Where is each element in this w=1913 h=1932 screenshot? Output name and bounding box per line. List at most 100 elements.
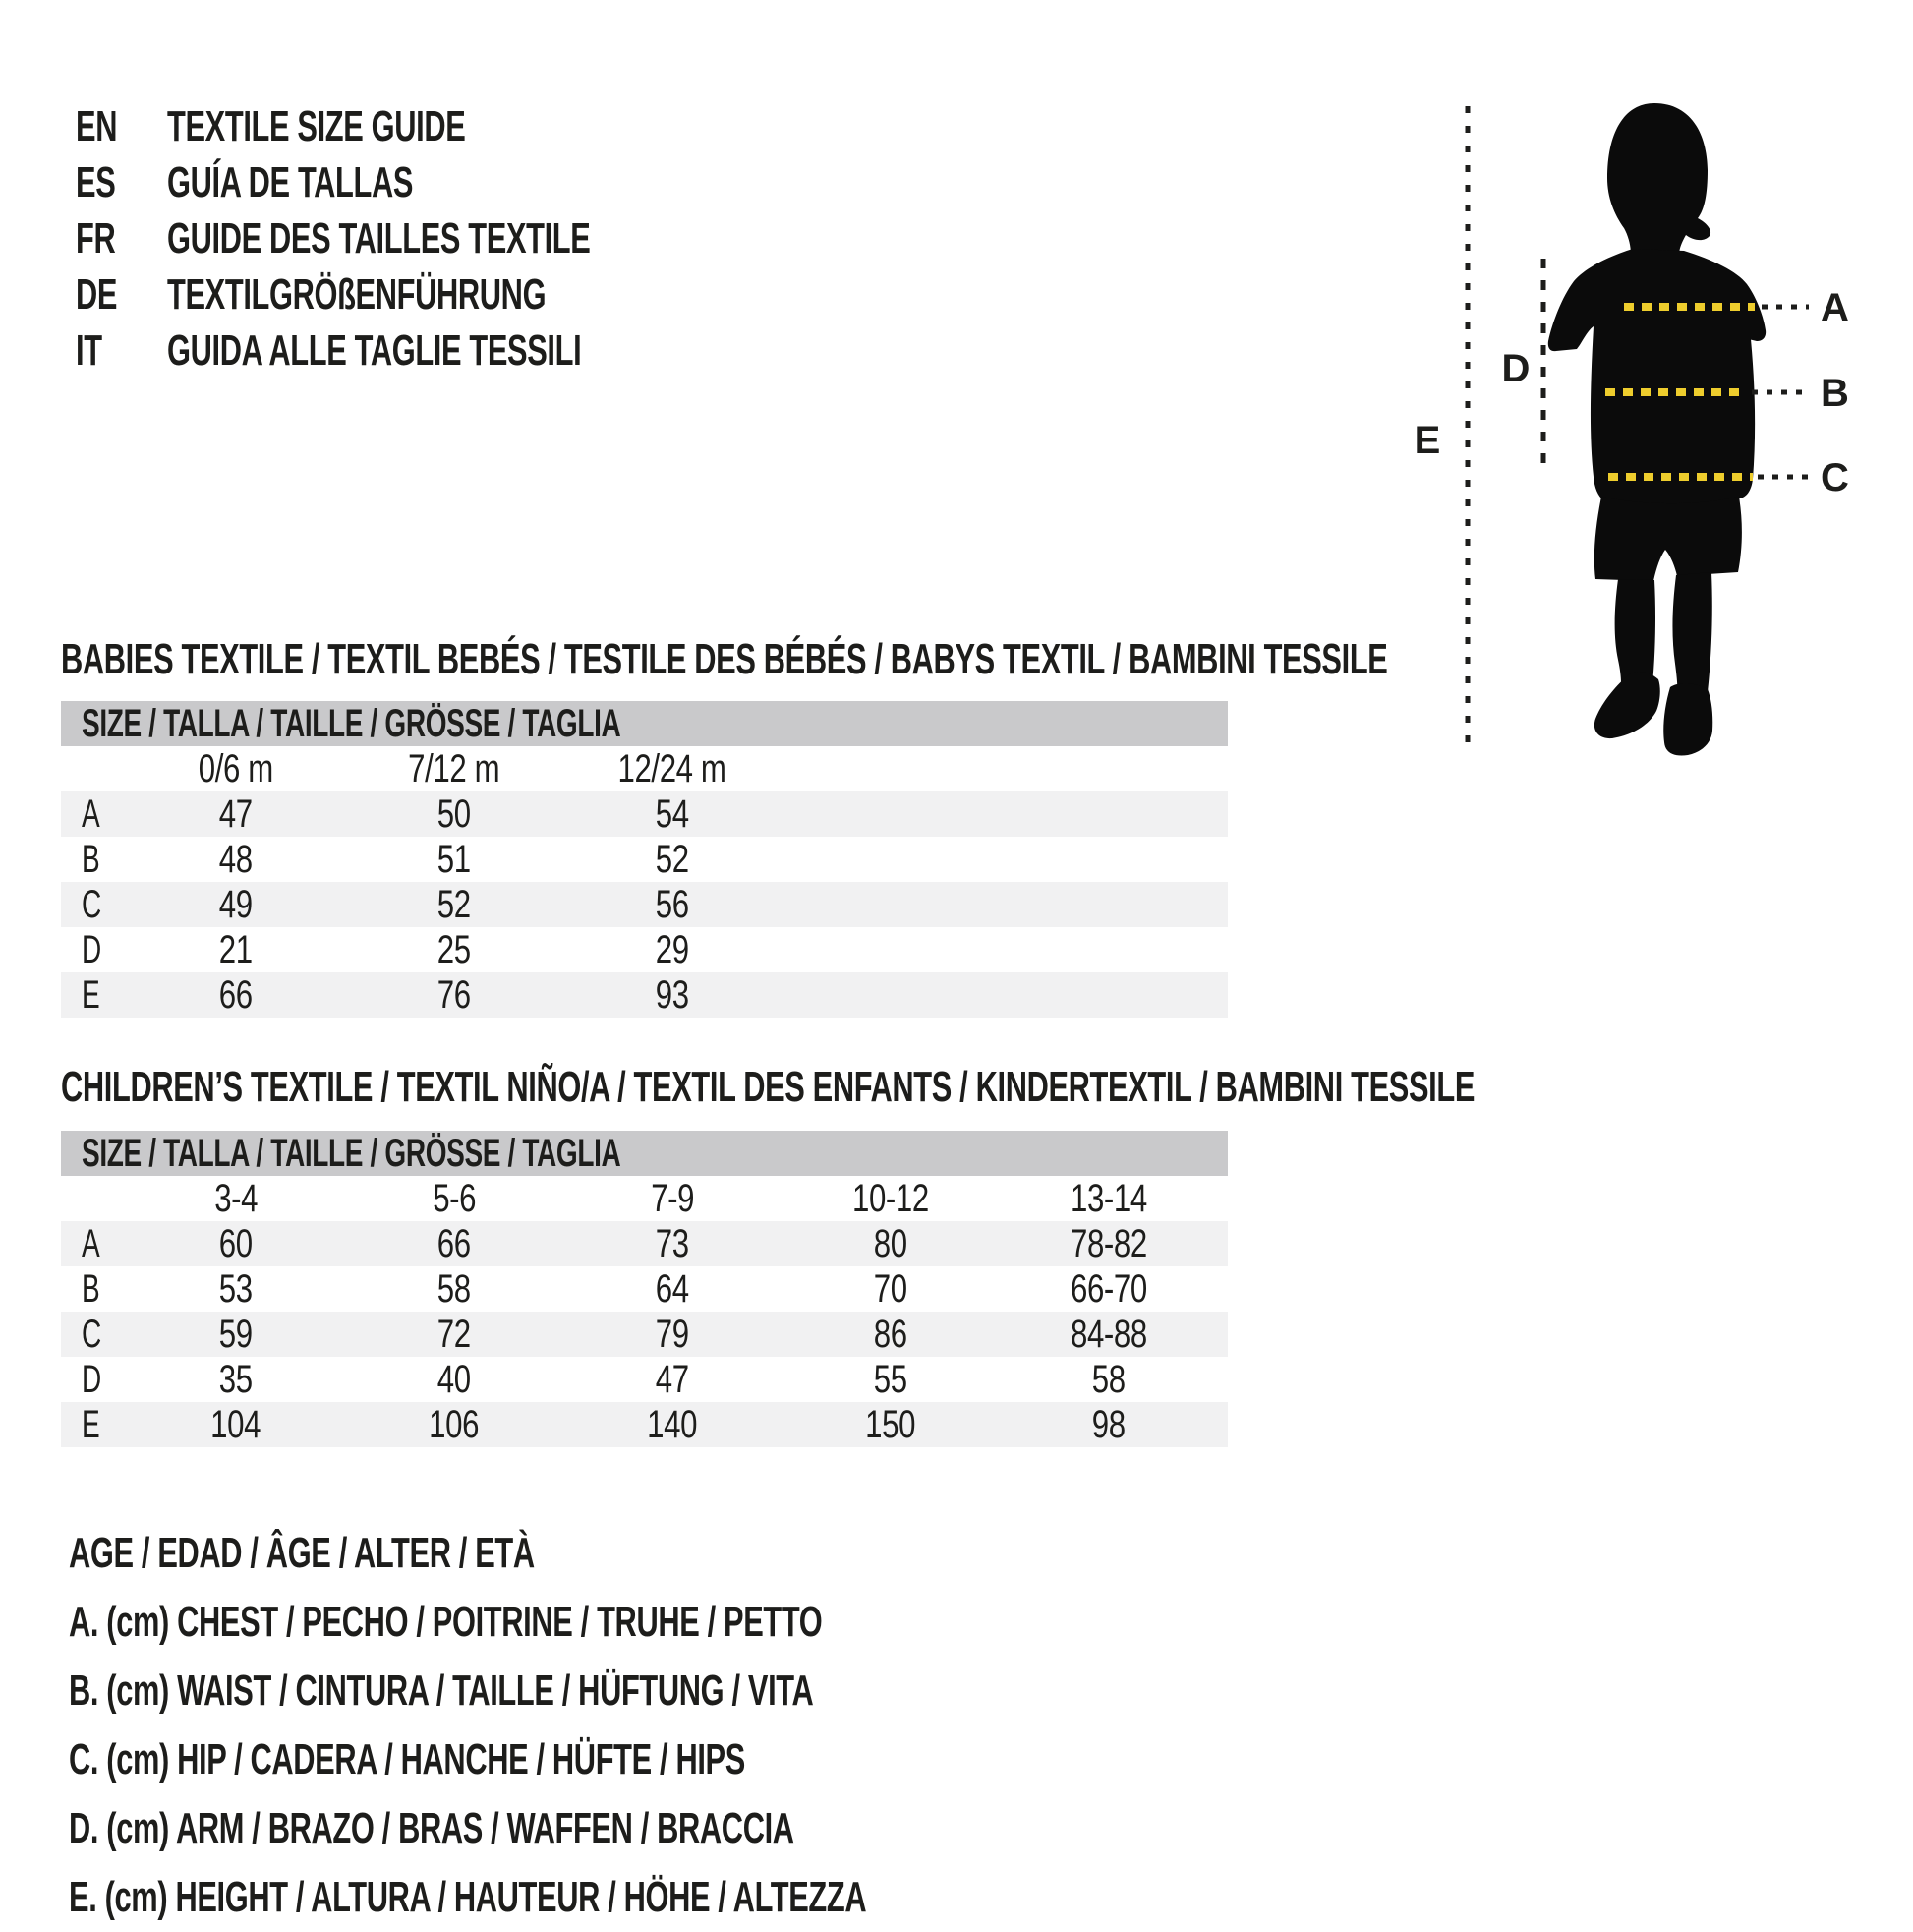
figure-label-e: E xyxy=(1415,419,1441,462)
babies-section-heading: BABIES TEXTILE / TEXTIL BEBÉS / TESTILE … xyxy=(61,635,1388,683)
column-header: 12/24 m xyxy=(617,747,727,790)
table-value: 51 xyxy=(437,838,471,881)
table-value: 35 xyxy=(219,1358,253,1401)
table-value: 104 xyxy=(210,1403,261,1446)
table-value: 25 xyxy=(437,928,471,971)
babies-size-table: 0/6 m 7/12 m 12/24 m A 47 50 54 B 48 51 … xyxy=(61,746,1228,1018)
row-label: D xyxy=(82,928,101,971)
table-value: 73 xyxy=(656,1222,689,1265)
column-header: 7-9 xyxy=(651,1177,694,1220)
language-code: EN xyxy=(76,102,118,150)
table-value: 72 xyxy=(437,1313,471,1356)
table-value: 54 xyxy=(656,792,689,836)
table-value: 55 xyxy=(874,1358,907,1401)
legend-line-chest: A. (cm) CHEST / PECHO / POITRINE / TRUHE… xyxy=(69,1598,823,1646)
table-value: 47 xyxy=(219,792,253,836)
table-row-a: A 60 66 73 80 78-82 xyxy=(61,1221,1228,1266)
table-value: 150 xyxy=(865,1403,916,1446)
language-code: IT xyxy=(76,326,102,375)
table-row-a: A 47 50 54 xyxy=(61,791,1228,837)
language-title-list: EN TEXTILE SIZE GUIDE ES GUÍA DE TALLAS … xyxy=(76,98,772,379)
legend-line-height: E. (cm) HEIGHT / ALTURA / HAUTEUR / HÖHE… xyxy=(69,1873,867,1921)
table-value: 56 xyxy=(656,883,689,926)
row-label: E xyxy=(82,1403,100,1446)
table-value: 58 xyxy=(1092,1358,1126,1401)
table-value: 49 xyxy=(219,883,253,926)
table-row-c: C 59 72 79 86 84-88 xyxy=(61,1312,1228,1357)
table-row-d: D 35 40 47 55 58 xyxy=(61,1357,1228,1402)
row-label: D xyxy=(82,1358,101,1401)
table-row-e: E 104 106 140 150 98 xyxy=(61,1402,1228,1447)
children-size-table: 3-4 5-6 7-9 10-12 13-14 A 60 66 73 80 78… xyxy=(61,1176,1228,1447)
row-label: B xyxy=(82,838,100,881)
language-code: DE xyxy=(76,270,118,319)
table-value: 78-82 xyxy=(1071,1222,1147,1265)
table-value: 58 xyxy=(437,1267,471,1311)
row-label: A xyxy=(82,1222,100,1265)
language-row-it: IT GUIDA ALLE TAGLIE TESSILI xyxy=(76,322,772,379)
table-value: 60 xyxy=(219,1222,253,1265)
figure-label-a: A xyxy=(1821,286,1849,329)
table-value: 140 xyxy=(647,1403,698,1446)
table-value: 80 xyxy=(874,1222,907,1265)
table-value: 86 xyxy=(874,1313,907,1356)
language-row-fr: FR GUIDE DES TAILLES TEXTILE xyxy=(76,210,772,266)
row-label: B xyxy=(82,1267,100,1311)
table-value: 106 xyxy=(429,1403,480,1446)
table-value: 70 xyxy=(874,1267,907,1311)
figure-label-d: D xyxy=(1502,347,1531,390)
language-title: TEXTILGRÖßENFÜHRUNG xyxy=(167,270,547,319)
table-value: 29 xyxy=(656,928,689,971)
row-label: A xyxy=(82,792,100,836)
table-row-e: E 66 76 93 xyxy=(61,972,1228,1018)
legend-line-waist: B. (cm) WAIST / CINTURA / TAILLE / HÜFTU… xyxy=(69,1667,814,1715)
language-title: GUIDE DES TAILLES TEXTILE xyxy=(167,214,591,263)
language-title: GUIDA ALLE TAGLIE TESSILI xyxy=(167,326,582,375)
language-code: ES xyxy=(76,158,116,206)
column-header: 3-4 xyxy=(214,1177,258,1220)
table-value: 76 xyxy=(437,973,471,1017)
language-row-de: DE TEXTILGRÖßENFÜHRUNG xyxy=(76,266,772,322)
children-section-heading: CHILDREN’S TEXTILE / TEXTIL NIÑO/A / TEX… xyxy=(61,1063,1476,1111)
table-value: 21 xyxy=(219,928,253,971)
language-row-es: ES GUÍA DE TALLAS xyxy=(76,154,772,210)
table-value: 79 xyxy=(656,1313,689,1356)
row-label: C xyxy=(82,883,101,926)
column-header: 10-12 xyxy=(852,1177,929,1220)
figure-label-b: B xyxy=(1821,372,1849,415)
table-value: 40 xyxy=(437,1358,471,1401)
row-label: C xyxy=(82,1313,101,1356)
legend-line-age: AGE / EDAD / ÂGE / ALTER / ETÀ xyxy=(69,1529,535,1577)
language-code: FR xyxy=(76,214,116,263)
legend-line-hip: C. (cm) HIP / CADERA / HANCHE / HÜFTE / … xyxy=(69,1735,745,1784)
size-guide-figure: A B C D E xyxy=(1415,103,1849,756)
child-silhouette-icon xyxy=(1547,103,1767,756)
table-value: 52 xyxy=(437,883,471,926)
legend-line-arm: D. (cm) ARM / BRAZO / BRAS / WAFFEN / BR… xyxy=(69,1804,794,1852)
table-value: 53 xyxy=(219,1267,253,1311)
language-title: TEXTILE SIZE GUIDE xyxy=(167,102,466,150)
table-value: 98 xyxy=(1092,1403,1126,1446)
table-value: 93 xyxy=(656,973,689,1017)
measurement-legend: AGE / EDAD / ÂGE / ALTER / ETÀ A. (cm) C… xyxy=(69,1519,1208,1932)
column-header: 7/12 m xyxy=(408,747,500,790)
table-value: 52 xyxy=(656,838,689,881)
figure-label-c: C xyxy=(1821,456,1849,499)
table-value: 66-70 xyxy=(1071,1267,1147,1311)
table-value: 59 xyxy=(219,1313,253,1356)
table-row-d: D 21 25 29 xyxy=(61,927,1228,972)
babies-size-header-bar: SIZE / TALLA / TAILLE / GRÖSSE / TAGLIA xyxy=(61,701,1228,746)
table-value: 66 xyxy=(437,1222,471,1265)
column-header: 0/6 m xyxy=(198,747,274,790)
language-title: GUÍA DE TALLAS xyxy=(167,158,414,206)
column-header: 5-6 xyxy=(433,1177,476,1220)
table-value: 84-88 xyxy=(1071,1313,1147,1356)
table-value: 66 xyxy=(219,973,253,1017)
table-row-c: C 49 52 56 xyxy=(61,882,1228,927)
table-value: 64 xyxy=(656,1267,689,1311)
table-row-b: B 53 58 64 70 66-70 xyxy=(61,1266,1228,1312)
row-label: E xyxy=(82,973,100,1017)
babies-column-header-row: 0/6 m 7/12 m 12/24 m xyxy=(61,746,1228,791)
children-column-header-row: 3-4 5-6 7-9 10-12 13-14 xyxy=(61,1176,1228,1221)
table-value: 50 xyxy=(437,792,471,836)
